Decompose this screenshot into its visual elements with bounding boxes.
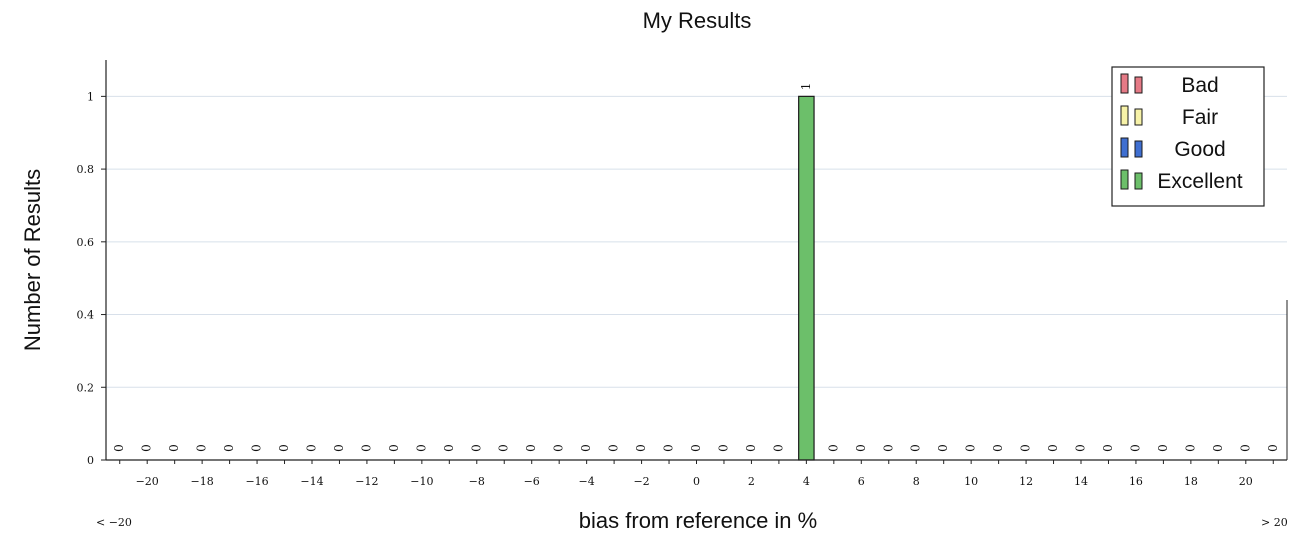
value-label: 0 [881, 444, 895, 452]
value-label: 0 [1128, 444, 1142, 452]
legend-label-excellent: Excellent [1157, 170, 1242, 193]
legend-swatch-fair [1120, 105, 1129, 126]
value-label: 0 [854, 444, 868, 452]
x-range-high-label: > 20 [1261, 516, 1288, 529]
value-label: 0 [716, 444, 730, 452]
value-label: 0 [991, 444, 1005, 452]
chart-title: My Results [643, 8, 752, 33]
x-tick-label: −12 [355, 475, 378, 488]
value-label: 0 [277, 444, 291, 452]
x-ticks: −20 −18 −16 −14 −12 −10 −8 −6 −4 −2 0 2 4 6 8 10 12 14 16 1… [119, 460, 1274, 488]
x-tick-label: 20 [1239, 475, 1253, 488]
value-label: 1 [799, 83, 813, 91]
value-label: 0 [1074, 444, 1088, 452]
value-label: 0 [1211, 444, 1225, 452]
value-label: 0 [1266, 444, 1280, 452]
value-label: 0 [414, 444, 428, 452]
value-label: 0 [1019, 444, 1033, 452]
legend-swatch-excellent [1120, 169, 1129, 190]
value-label: 0 [195, 444, 209, 452]
x-tick-label: −8 [469, 475, 485, 488]
value-label: 0 [936, 444, 950, 452]
value-label: 0 [744, 444, 758, 452]
grid [106, 95, 1287, 388]
value-label: 0 [579, 444, 593, 452]
value-label: 0 [826, 444, 840, 452]
axes [105, 60, 1288, 461]
value-label: 0 [964, 444, 978, 452]
value-label: 0 [222, 444, 236, 452]
x-tick-label: 4 [803, 475, 810, 488]
y-tick-label: 0.4 [77, 309, 95, 322]
x-tick-label: −4 [579, 475, 595, 488]
x-axis-label: bias from reference in % [579, 508, 817, 533]
x-tick-label: −18 [191, 475, 214, 488]
value-label: 0 [112, 444, 126, 452]
bars [798, 95, 815, 461]
x-tick-label: −2 [633, 475, 649, 488]
x-tick-label: 16 [1129, 475, 1143, 488]
x-tick-label: 10 [964, 475, 978, 488]
value-label: 0 [689, 444, 703, 452]
value-label: 0 [607, 444, 621, 452]
legend-swatch-small-fair [1134, 108, 1143, 126]
legend-swatch-small-bad [1134, 76, 1143, 94]
x-tick-label: 6 [858, 475, 865, 488]
value-label: 0 [332, 444, 346, 452]
value-label: 0 [442, 444, 456, 452]
y-tick-label: 0.2 [77, 381, 95, 394]
x-tick-label: −10 [410, 475, 433, 488]
value-label: 0 [634, 444, 648, 452]
value-label: 0 [167, 444, 181, 452]
x-tick-label: 18 [1184, 475, 1198, 488]
x-tick-label: 2 [748, 475, 755, 488]
legend-swatch-small-excellent [1134, 172, 1143, 190]
legend-swatch-bad [1120, 73, 1129, 94]
legend-swatch-small-good [1134, 140, 1143, 158]
x-tick-label: −6 [524, 475, 540, 488]
y-tick-label: 1 [87, 90, 94, 103]
value-label: 0 [771, 444, 785, 452]
value-label: 0 [1183, 444, 1197, 452]
legend-label-bad: Bad [1181, 74, 1218, 97]
x-tick-label: −20 [136, 475, 159, 488]
x-range-low-label: < −20 [96, 516, 132, 529]
value-label: 0 [1046, 444, 1060, 452]
value-label: 0 [662, 444, 676, 452]
value-label: 0 [524, 444, 538, 452]
value-label: 0 [552, 444, 566, 452]
x-tick-label: 12 [1019, 475, 1033, 488]
legend-label-good: Good [1174, 138, 1225, 161]
bar-excellent [798, 95, 815, 461]
x-tick-label: 8 [913, 475, 920, 488]
value-label: 0 [1156, 444, 1170, 452]
x-tick-label: 0 [693, 475, 700, 488]
value-label: 0 [359, 444, 373, 452]
y-tick-label: 0.6 [77, 236, 95, 249]
x-tick-label: −14 [300, 475, 323, 488]
value-label: 0 [387, 444, 401, 452]
value-label: 0 [250, 444, 264, 452]
legend-swatch-good [1120, 137, 1129, 158]
legend: Bad Fair Good Excellent [1111, 66, 1265, 207]
value-label: 0 [1238, 444, 1252, 452]
value-label: 0 [497, 444, 511, 452]
value-label: 0 [1101, 444, 1115, 452]
legend-label-fair: Fair [1182, 106, 1218, 129]
y-tick-label: 0 [87, 454, 94, 467]
value-label: 0 [469, 444, 483, 452]
value-label: 0 [909, 444, 923, 452]
zero-labels: 0 0 0 0 0 0 0 0 0 0 0 0 0 0 0 0 0 0 0 0 0 0 0 0 0 1 0 0 0 0 0 0 0 0 0 0 0 0 0 0… [112, 83, 1280, 452]
y-tick-label: 0.8 [77, 163, 95, 176]
x-tick-label: 14 [1074, 475, 1088, 488]
value-label: 0 [140, 444, 154, 452]
y-ticks: 0 0.2 0.4 0.6 0.8 1 [77, 90, 106, 467]
value-label: 0 [304, 444, 318, 452]
y-axis-label: Number of Results [20, 169, 45, 351]
x-tick-label: −16 [245, 475, 268, 488]
